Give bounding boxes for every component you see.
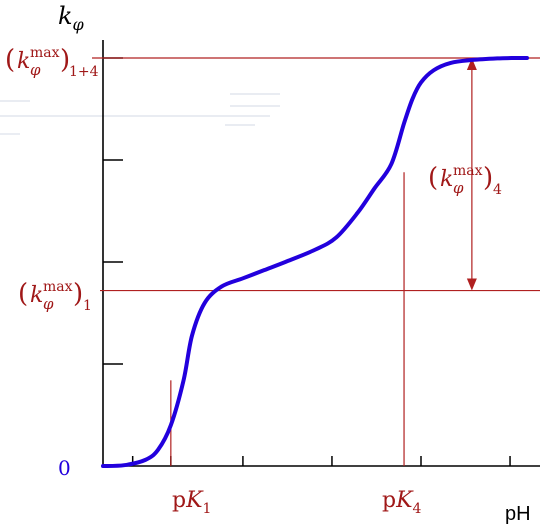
svg-text:max: max (453, 163, 483, 179)
y-axis-label: kφ (58, 2, 85, 34)
svg-text:k: k (30, 283, 43, 308)
titration-curve (101, 55, 529, 468)
svg-text:max: max (30, 45, 60, 61)
label-kmax-4: ( k φ max ) 4 (428, 163, 502, 198)
svg-text:): ) (483, 163, 493, 193)
svg-text:(: ( (5, 45, 15, 75)
svg-text:k: k (17, 49, 30, 74)
curve-layer (101, 55, 529, 468)
svg-text:): ) (60, 45, 70, 75)
svg-text:1: 1 (83, 298, 92, 314)
svg-text:φ: φ (43, 295, 54, 313)
svg-text:max: max (43, 279, 73, 295)
axis-ticks (103, 57, 511, 466)
label-pK4: pK4 (382, 488, 422, 517)
label-kmax-1: ( k φ max ) 1 (18, 279, 92, 314)
x-axis-label: pH (505, 503, 531, 525)
svg-text:1+4: 1+4 (69, 64, 99, 80)
svg-text:(: ( (18, 279, 28, 309)
svg-text:k: k (440, 167, 453, 192)
svg-text:): ) (73, 279, 83, 309)
svg-text:4: 4 (493, 182, 502, 198)
label-pK1: pK1 (172, 488, 211, 517)
svg-text:φ: φ (30, 61, 41, 79)
kmax4-arrow-head-bottom (466, 278, 477, 291)
kmax4-arrow-head-top (466, 58, 477, 70)
label-kmax-1plus4: ( k φ max ) 1+4 (5, 45, 99, 80)
background-artifacts (0, 93, 280, 135)
reference-lines (92, 57, 540, 466)
svg-text:φ: φ (453, 179, 464, 197)
origin-label: 0 (58, 456, 71, 480)
svg-text:(: ( (428, 163, 438, 193)
